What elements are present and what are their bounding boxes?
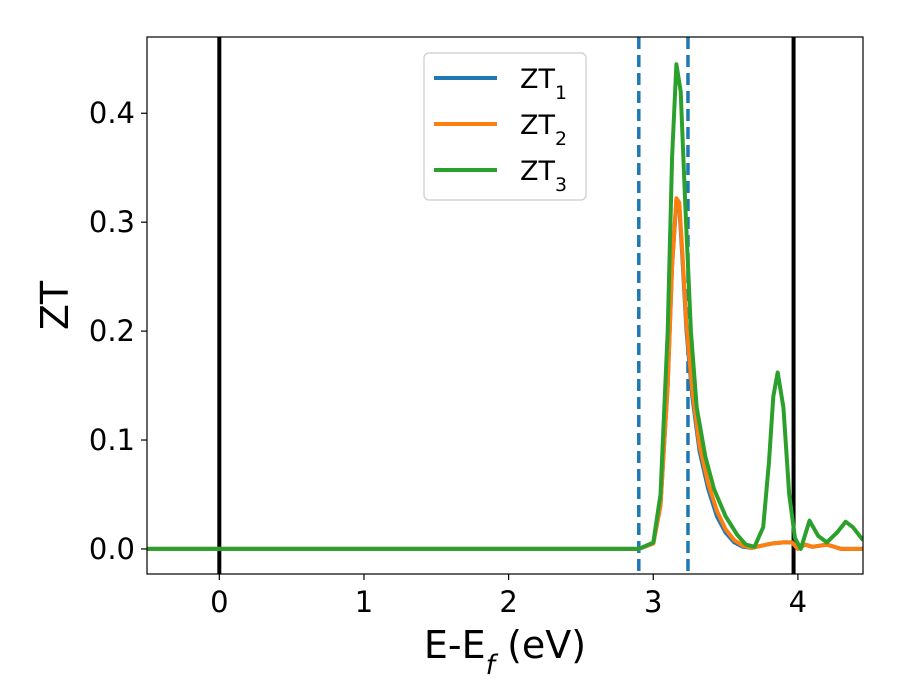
y-tick-label: 0.0 [89, 532, 135, 566]
y-tick-label: 0.4 [89, 96, 135, 130]
series-line-2 [147, 196, 863, 551]
plot-frame [146, 36, 864, 575]
axes: 0 1 2 3 4 0.0 0.1 0.2 0.3 0.4 E-Ef (eV) ZT [33, 36, 864, 681]
x-tick-label: 1 [355, 585, 373, 619]
x-tick-label: 3 [644, 585, 662, 619]
series-line-3 [147, 62, 863, 551]
x-tick-label: 4 [789, 585, 807, 619]
legend-box [423, 52, 587, 201]
y-tick-label: 0.1 [89, 423, 135, 457]
y-tick-label: 0.3 [89, 205, 135, 239]
series-line-1 [147, 198, 863, 551]
x-tick-label: 0 [210, 585, 228, 619]
x-axis-label: E-Ef (eV) [424, 623, 586, 681]
x-tick-label: 2 [499, 585, 517, 619]
plot-area [147, 37, 863, 574]
y-axis-label: ZT [33, 280, 77, 330]
y-tick-label: 0.2 [89, 314, 135, 348]
